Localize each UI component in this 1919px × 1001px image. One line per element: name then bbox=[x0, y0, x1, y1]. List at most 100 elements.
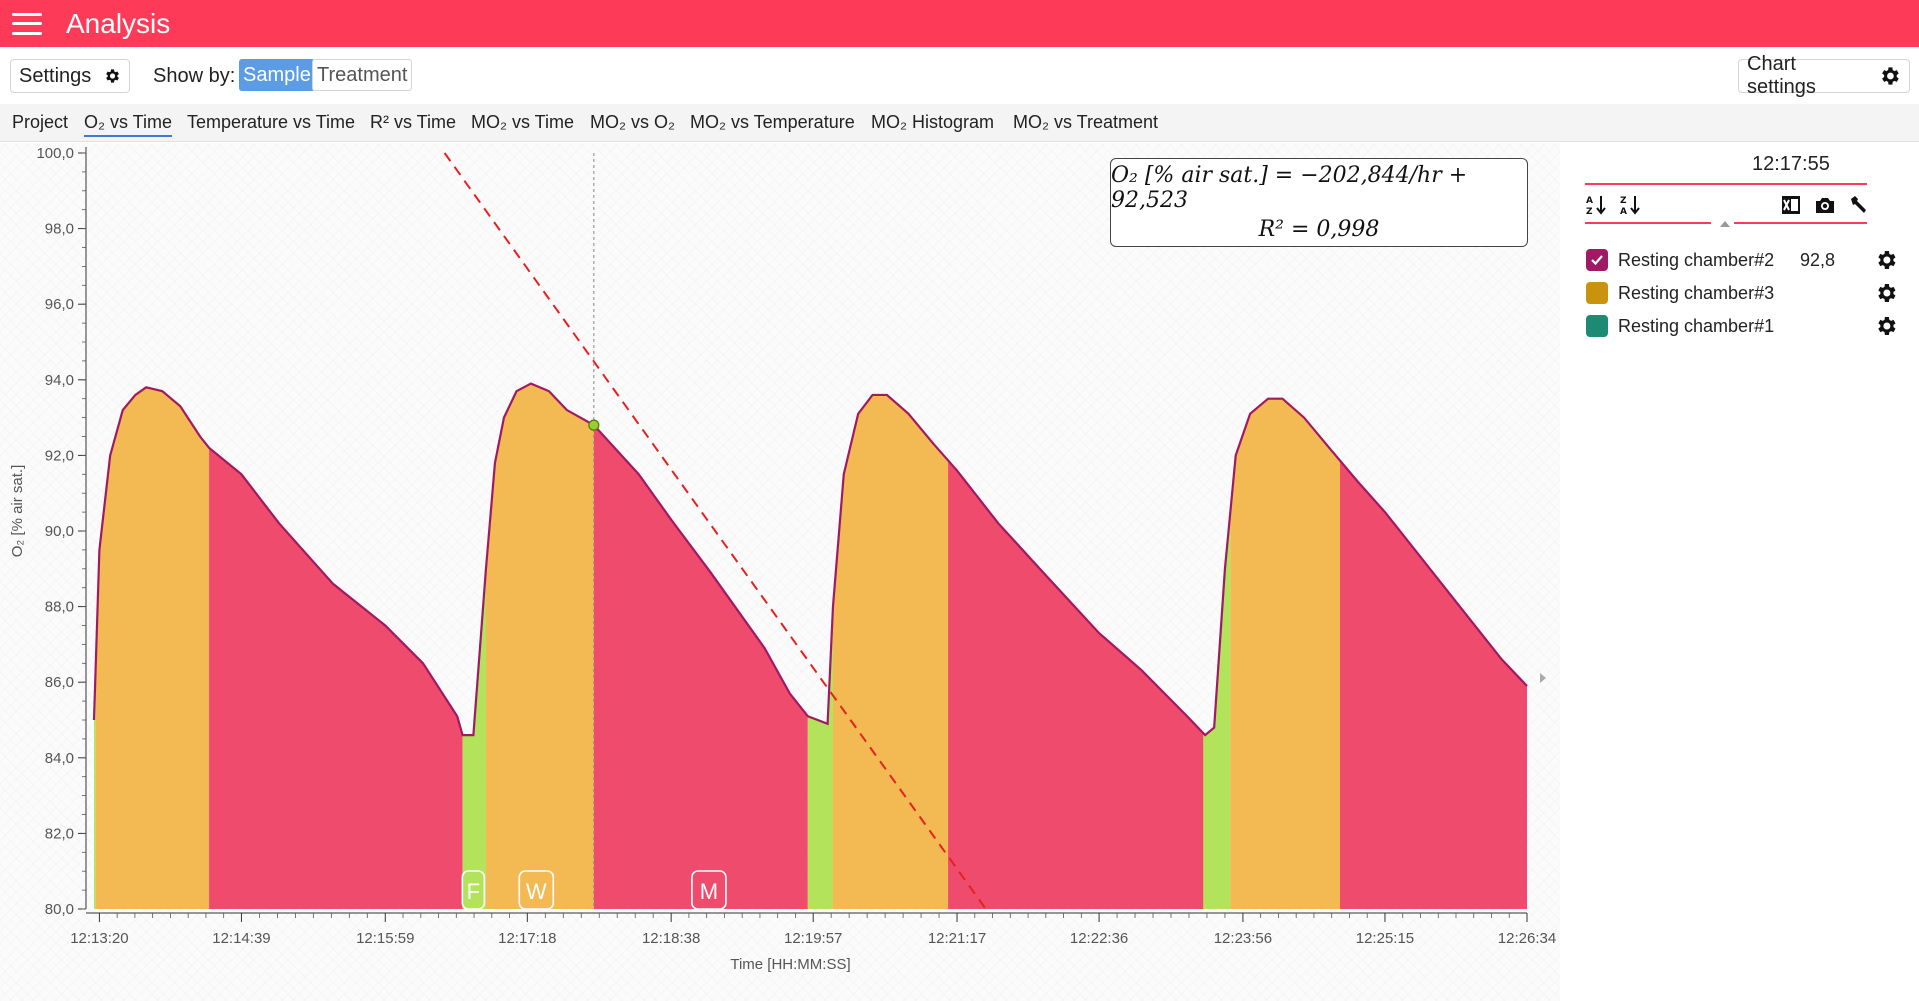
export-icons bbox=[1778, 191, 1880, 219]
phase-measure-area bbox=[209, 447, 463, 909]
tab-r2-vs-time[interactable]: R² vs Time bbox=[370, 112, 457, 132]
checkbox-unchecked[interactable] bbox=[1586, 315, 1608, 337]
tab-mo2-vs-treatment[interactable]: MO₂ vs Treatment bbox=[1013, 112, 1159, 132]
phase-measure-area bbox=[593, 425, 808, 909]
phase-marker-box bbox=[518, 870, 555, 910]
cursor-point bbox=[588, 419, 600, 431]
collapse-sidebar-icon[interactable] bbox=[1540, 673, 1546, 683]
phase-measure-area bbox=[948, 460, 1204, 909]
show-by-sample-button[interactable]: Sample bbox=[239, 59, 315, 91]
x-tick-label: 12:19:57 bbox=[784, 930, 842, 947]
x-axis-label: Time [HH:MM:SS] bbox=[730, 956, 850, 973]
y-tick-label: 88,0 bbox=[45, 599, 74, 616]
menu-icon[interactable] bbox=[12, 12, 42, 35]
excel-export-icon[interactable] bbox=[1778, 192, 1804, 218]
collapse-caret-icon[interactable] bbox=[1720, 221, 1730, 227]
phase-marker-label: M bbox=[700, 879, 718, 904]
regression-equation: O₂ [% air sat.] = −202,844/hr + 92,523 R… bbox=[1110, 158, 1528, 247]
y-tick-label: 80,0 bbox=[45, 901, 74, 918]
y-tick-label: 94,0 bbox=[45, 372, 74, 389]
x-tick-label: 12:26:34 bbox=[1498, 930, 1556, 947]
show-by-label: Show by: bbox=[153, 65, 236, 87]
gear-icon[interactable] bbox=[1874, 314, 1898, 338]
x-tick-label: 12:15:59 bbox=[356, 930, 414, 947]
o2-vs-time-chart[interactable]: F W M 80,0 82,0 84,0 86,0 88,0 90,0 92,0 94,0 96,0 9… bbox=[0, 143, 1560, 1001]
camera-icon[interactable] bbox=[1812, 192, 1838, 218]
tab-mo2-vs-temperature[interactable]: MO₂ vs Temperature bbox=[690, 112, 855, 132]
phase-marker-box bbox=[691, 870, 727, 910]
app-header: Analysis bbox=[0, 0, 1919, 47]
y-tick-label: 92,0 bbox=[45, 447, 74, 464]
phase-marker-box bbox=[461, 870, 486, 910]
settings-label: Settings bbox=[19, 64, 92, 87]
settings-button[interactable]: Settings bbox=[10, 59, 130, 93]
svg-text:A: A bbox=[1586, 196, 1593, 206]
phase-measure-area bbox=[1340, 460, 1527, 909]
legend-label: Resting chamber#2 bbox=[1618, 249, 1775, 270]
x-tick-label: 12:23:56 bbox=[1214, 930, 1272, 947]
y-tick-label: 86,0 bbox=[45, 674, 74, 691]
phase-flush-area bbox=[94, 663, 96, 909]
chart-tabs: Project O₂ vs Time Temperature vs Time R… bbox=[0, 104, 1919, 142]
chart-settings-button[interactable]: Chart settings bbox=[1738, 53, 1910, 98]
regression-line bbox=[443, 152, 987, 910]
phase-flush-area bbox=[1203, 512, 1231, 909]
legend-item[interactable]: Resting chamber#2 92,8 bbox=[1586, 246, 1906, 274]
phase-wait-area bbox=[1230, 398, 1341, 909]
x-tick-label: 12:25:15 bbox=[1356, 930, 1414, 947]
toolbar: Settings Show by: Sample Treatment Chart… bbox=[0, 53, 1919, 98]
svg-text:Z: Z bbox=[1586, 207, 1593, 217]
r-squared-line: R² = 0,998 bbox=[1258, 217, 1380, 242]
legend-item[interactable]: Resting chamber#3 bbox=[1586, 279, 1906, 307]
divider bbox=[1734, 222, 1867, 224]
tab-mo2-vs-time[interactable]: MO₂ vs Time bbox=[471, 112, 574, 132]
tab-temperature-vs-time[interactable]: Temperature vs Time bbox=[187, 112, 356, 132]
checkbox-unchecked[interactable] bbox=[1586, 282, 1608, 304]
chart-settings-label: Chart settings bbox=[1747, 53, 1816, 98]
svg-text:Z: Z bbox=[1620, 196, 1627, 206]
legend-label: Resting chamber#1 bbox=[1618, 315, 1775, 336]
o2-series-line bbox=[92, 382, 1528, 737]
tab-project[interactable]: Project bbox=[12, 112, 69, 132]
x-tick-label: 12:22:36 bbox=[1070, 930, 1128, 947]
gear-icon bbox=[1882, 67, 1899, 85]
x-tick-label: 12:17:18 bbox=[498, 930, 556, 947]
y-tick-label: 82,0 bbox=[45, 825, 74, 842]
equation-line: O₂ [% air sat.] = −202,844/hr + 92,523 bbox=[1111, 163, 1468, 213]
x-tick-label: 12:18:38 bbox=[642, 930, 700, 947]
phase-marker-label: W bbox=[526, 879, 547, 904]
gear-icon[interactable] bbox=[1874, 281, 1898, 305]
y-tick-label: 98,0 bbox=[45, 221, 74, 238]
svg-text:A: A bbox=[1620, 207, 1627, 217]
tab-mo2-vs-o2[interactable]: MO₂ vs O₂ bbox=[590, 112, 675, 132]
x-tick-label: 12:14:39 bbox=[212, 930, 270, 947]
phase-wait-area bbox=[832, 394, 949, 909]
checkbox-checked[interactable] bbox=[1586, 249, 1608, 271]
legend-item[interactable]: Resting chamber#1 bbox=[1586, 312, 1906, 340]
y-tick-label: 84,0 bbox=[45, 750, 74, 767]
divider bbox=[1585, 222, 1711, 224]
y-axis-label: O₂ [% air sat.] bbox=[9, 465, 26, 558]
y-tick-label: 100,0 bbox=[36, 145, 74, 162]
chart-area[interactable]: F W M 80,0 82,0 84,0 86,0 88,0 90,0 92,0 94,0 96,0 9… bbox=[0, 143, 1560, 1001]
legend-value: 92,8 bbox=[1800, 249, 1836, 270]
show-by-treatment-button[interactable]: Treatment bbox=[312, 59, 413, 91]
x-tick-label: 12:21:17 bbox=[928, 930, 986, 947]
tab-mo2-histogram[interactable]: MO₂ Histogram bbox=[871, 112, 995, 132]
cursor-time-readout: 12:17:55 bbox=[1752, 153, 1830, 175]
wrench-icon[interactable] bbox=[1846, 192, 1872, 218]
divider bbox=[1585, 183, 1867, 185]
legend-label: Resting chamber#3 bbox=[1618, 282, 1775, 303]
gear-icon[interactable] bbox=[1874, 248, 1898, 272]
y-tick-label: 90,0 bbox=[45, 523, 74, 540]
y-tick-label: 96,0 bbox=[45, 296, 74, 313]
x-tick-label: 12:13:20 bbox=[70, 930, 128, 947]
phase-marker-label: F bbox=[467, 879, 480, 904]
tab-o2-vs-time[interactable]: O₂ vs Time bbox=[84, 112, 172, 137]
page-title: Analysis bbox=[66, 7, 171, 39]
phase-wait-area bbox=[485, 383, 594, 909]
